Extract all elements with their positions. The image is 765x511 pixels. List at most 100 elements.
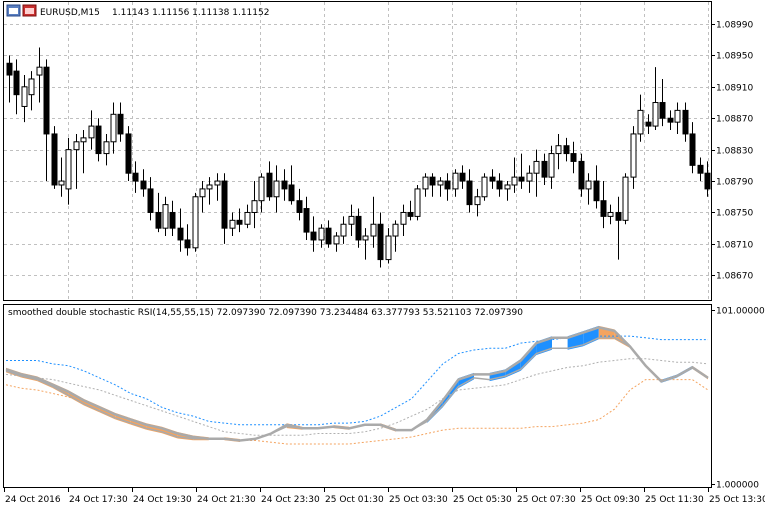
candle-body [438, 181, 443, 185]
price-tick-label: 1.08870 [716, 115, 753, 125]
price-tick-label: 1.08790 [716, 178, 753, 188]
price-tick-label: 1.08950 [716, 52, 753, 62]
candle-body [519, 177, 524, 181]
candle-body [245, 212, 250, 224]
candle-body [297, 201, 302, 213]
candle-body [616, 212, 621, 220]
candle-body [549, 154, 554, 178]
candle-body [237, 220, 242, 224]
candle-body [393, 224, 398, 236]
candle[interactable] [193, 193, 198, 252]
candle-body [207, 185, 212, 189]
candle-body [527, 173, 532, 181]
price-axis: 1.089901.089501.089101.088701.088301.087… [711, 21, 753, 282]
time-tick-label: 25 Oct 11:30 [645, 495, 704, 505]
candle-body [601, 201, 606, 217]
candle-body [356, 216, 361, 240]
price-tick-label: 1.08750 [716, 209, 753, 219]
candle-body [475, 197, 480, 205]
candle-body [453, 173, 458, 189]
chart-symbol-icon[interactable] [23, 5, 36, 16]
candle-body [638, 110, 643, 134]
quote-values: 1.11143 1.11156 1.11138 1.11152 [112, 8, 269, 18]
candle-body [14, 71, 19, 95]
candle-body [408, 212, 413, 216]
candle-body [319, 228, 324, 240]
candle-body [631, 134, 636, 177]
candle-body [133, 173, 138, 181]
candle-body [118, 114, 123, 134]
candle-body [542, 161, 547, 177]
candle-body [623, 177, 628, 220]
candle-body [363, 236, 368, 240]
candle-body [178, 228, 183, 240]
candle-body [74, 142, 79, 150]
candle-body [371, 224, 376, 236]
candle-body [460, 173, 465, 181]
candle[interactable] [126, 126, 131, 181]
candle-body [415, 189, 420, 216]
candle-body [163, 205, 168, 229]
candle-body [341, 224, 346, 236]
chart-window-icon[interactable] [7, 5, 20, 16]
candle-body [274, 181, 279, 197]
price-tick-label: 1.08710 [716, 241, 753, 251]
candle-body [512, 177, 517, 185]
candle-body [497, 181, 502, 189]
time-tick-label: 25 Oct 07:30 [517, 495, 576, 505]
candle-body [185, 240, 190, 248]
time-tick-label: 25 Oct 01:30 [325, 495, 384, 505]
candle-body [141, 181, 146, 189]
candle-body [148, 189, 153, 213]
candle-body [349, 216, 354, 224]
candle-body [608, 212, 613, 216]
candle-body [259, 177, 264, 201]
candle-body [126, 134, 131, 173]
candle[interactable] [415, 185, 420, 220]
candle-body [646, 122, 651, 126]
time-tick-label: 24 Oct 19:30 [133, 495, 192, 505]
candle-body [111, 114, 116, 141]
time-tick-label: 25 Oct 05:30 [453, 495, 512, 505]
candle-body [7, 63, 12, 75]
candle-body [334, 236, 339, 244]
candle-body [29, 79, 34, 95]
price-tick-label: 1.08990 [716, 21, 753, 31]
time-tick-label: 24 Oct 21:30 [197, 495, 256, 505]
indicator-tick-label: 101.000000 [716, 307, 765, 317]
candle-body [683, 110, 688, 134]
candle-body [668, 118, 673, 122]
candle-body [534, 161, 539, 173]
candle-body [170, 212, 175, 228]
candle-body [96, 126, 101, 153]
candle[interactable] [623, 173, 628, 224]
candle-body [505, 185, 510, 189]
candle[interactable] [482, 173, 487, 200]
candle-body [37, 67, 42, 75]
symbol-label: EURUSD,M15 [40, 8, 100, 18]
candle-body [66, 150, 71, 189]
candle-body [252, 201, 257, 213]
candle-body [267, 173, 272, 197]
candle-body [230, 220, 235, 228]
time-tick-label: 25 Oct 09:30 [581, 495, 640, 505]
candle-body [289, 185, 294, 201]
price-tick-label: 1.08910 [716, 84, 753, 94]
candle-body [482, 177, 487, 197]
time-tick-label: 24 Oct 17:30 [69, 495, 128, 505]
candle-body [326, 228, 331, 244]
candle-body [445, 181, 450, 189]
indicator-tick-label: 1.000000 [716, 481, 759, 491]
candle-body [653, 103, 658, 127]
candle-body [81, 138, 86, 142]
candle-body [690, 134, 695, 165]
candle-body [104, 142, 109, 154]
time-tick-label: 24 Oct 2016 [5, 495, 61, 505]
candle-body [386, 236, 391, 260]
candle-body [586, 181, 591, 189]
candle-body [22, 87, 27, 107]
candle[interactable] [52, 126, 57, 189]
candle-body [430, 177, 435, 185]
